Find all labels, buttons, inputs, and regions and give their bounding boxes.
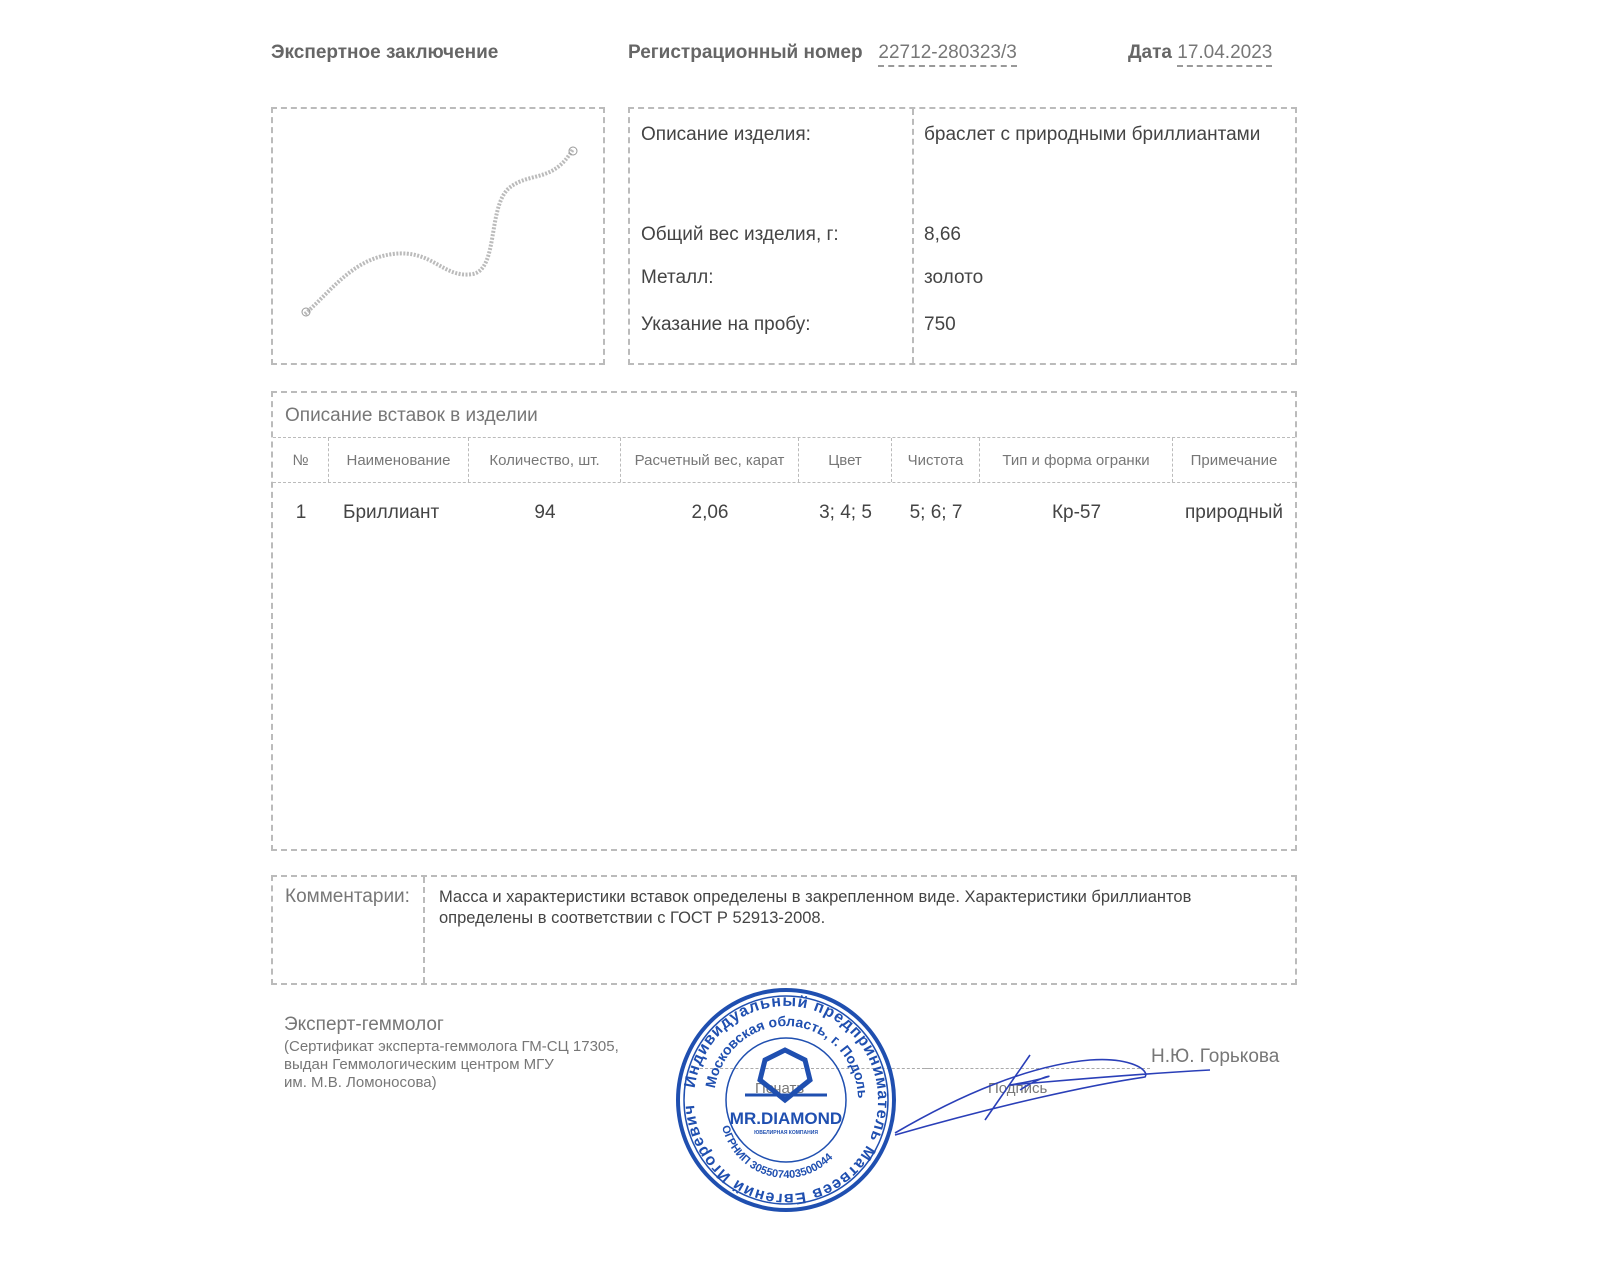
item-value: браслет с природными бриллиантами xyxy=(924,124,1261,145)
item-value: 8,66 xyxy=(924,224,961,245)
table-row: 1 Бриллиант 94 2,06 3; 4; 5 5; 6; 7 Кр-57 приро… xyxy=(273,485,1295,541)
document-title: Экспертное заключение xyxy=(271,42,499,63)
divider xyxy=(912,109,914,363)
comments-text: Масса и характеристики вставок определен… xyxy=(439,888,1192,927)
expert-certificate: (Сертификат эксперта-геммолога ГМ-СЦ 173… xyxy=(284,1038,619,1092)
table-header: № Наименование Количество, шт. Расчетный ве… xyxy=(273,437,1295,483)
column-header: Чистота xyxy=(892,438,980,482)
expert-name: Н.Ю. Горькова xyxy=(1151,1046,1280,1067)
column-header: Наименование xyxy=(329,438,469,482)
product-photo xyxy=(271,107,605,365)
table-cell: природный xyxy=(1184,502,1284,523)
item-value: золото xyxy=(924,267,984,288)
divider xyxy=(423,877,425,983)
stamp-line xyxy=(700,1068,930,1069)
cert-line: им. М.В. Ломоносова) xyxy=(284,1074,437,1091)
table-cell: 1 xyxy=(295,502,307,523)
company-stamp xyxy=(676,988,896,1212)
item-value: 750 xyxy=(924,314,956,335)
item-label: Металл: xyxy=(641,267,714,288)
item-label: Описание изделия: xyxy=(641,124,811,145)
signature-line xyxy=(925,1068,1150,1069)
table-cell: 2,06 xyxy=(691,502,729,523)
comments-label: Комментарии: xyxy=(285,886,410,907)
stamp-brand-sub: ЮВЕЛИРНАЯ КОМПАНИЯ xyxy=(754,1130,818,1136)
reg-value: 22712-280323/3 xyxy=(878,42,1017,67)
cert-line: выдан Геммологическим центром МГУ xyxy=(284,1056,554,1073)
table-cell: 94 xyxy=(534,502,556,523)
inserts-table: Описание вставок в изделии № Наименование… xyxy=(271,391,1297,851)
table-cell: Кр-57 xyxy=(1051,502,1102,523)
column-header: Цвет xyxy=(799,438,892,482)
cert-line: (Сертификат эксперта-геммолога ГМ-СЦ 173… xyxy=(284,1038,619,1055)
column-header: Тип и форма огранки xyxy=(980,438,1173,482)
item-label: Указание на пробу: xyxy=(641,314,811,335)
column-header: № xyxy=(273,438,329,482)
item-info xyxy=(628,107,1297,365)
expert-title: Эксперт-геммолог xyxy=(284,1014,444,1035)
signature xyxy=(894,1054,1211,1136)
stamp-brand: MR.DIAMOND xyxy=(730,1109,842,1128)
date-value: 17.04.2023 xyxy=(1177,42,1273,67)
date: Дата 17.04.2023 xyxy=(1128,42,1273,67)
column-header: Расчетный вес, карат xyxy=(621,438,799,482)
table-cell: 5; 6; 7 xyxy=(909,502,963,523)
registration-number: Регистрационный номер 22712-280323/3 xyxy=(628,42,1017,67)
comments-box: Комментарии: Масса и характеристики вста… xyxy=(271,875,1297,985)
date-label: Дата xyxy=(1128,42,1172,63)
table-cell: Бриллиант xyxy=(343,502,440,523)
reg-label: Регистрационный номер xyxy=(628,42,863,63)
bracelet-image xyxy=(301,146,578,317)
inserts-title: Описание вставок в изделии xyxy=(285,405,538,426)
table-cell: 3; 4; 5 xyxy=(819,502,872,523)
item-label: Общий вес изделия, г: xyxy=(641,224,839,245)
column-header: Количество, шт. xyxy=(469,438,621,482)
signature-label: Подпись xyxy=(988,1080,1048,1097)
stamp-and-signature: Индивидуальный предприниматель Матвеев Е… xyxy=(670,985,1211,1212)
column-header: Примечание xyxy=(1190,451,1278,469)
